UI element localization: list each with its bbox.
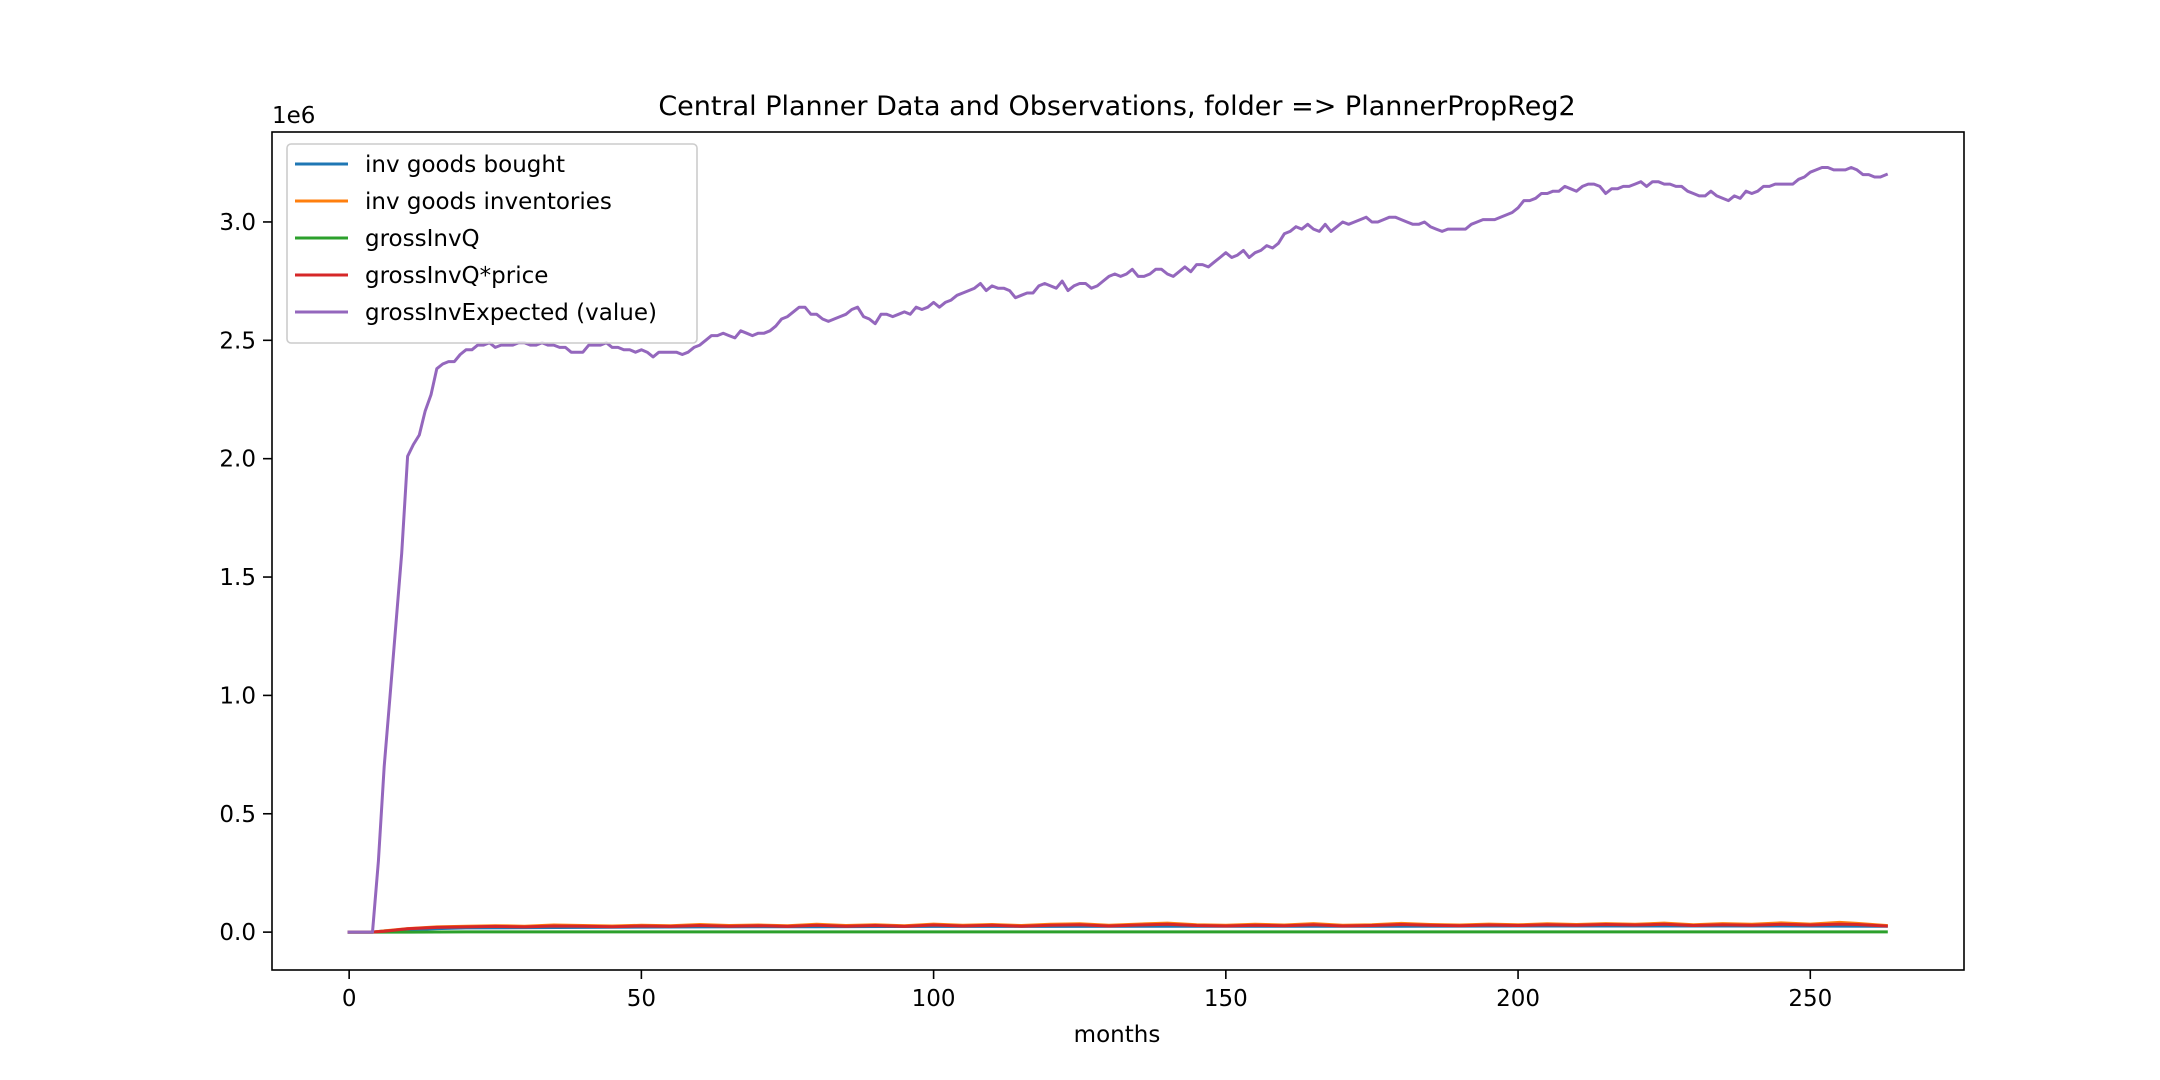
y-tick-label: 2.5 <box>219 328 256 354</box>
y-axis-offset-label: 1e6 <box>272 103 315 129</box>
y-tick-label: 1.0 <box>219 683 256 709</box>
series-layer <box>347 166 1889 934</box>
legend: inv goods bought inv goods inventories gro… <box>286 143 698 344</box>
plot-area-frame <box>271 131 1965 971</box>
x-tick-label: 250 <box>1788 986 1832 1012</box>
y-tick-label: 3.0 <box>219 210 256 236</box>
x-tick-label: 0 <box>342 986 357 1012</box>
series-line-4 <box>347 166 1889 934</box>
legend-entry-label: grossInvQ*price <box>365 263 548 289</box>
legend-box <box>286 143 698 344</box>
y-tick-label: 1.5 <box>219 565 256 591</box>
series-line-3 <box>347 922 1888 934</box>
x-axis: 0 50 100 150 200 250 <box>342 970 1832 1012</box>
legend-entry-label: grossInvExpected (value) <box>365 300 657 326</box>
x-tick-label: 50 <box>627 986 656 1012</box>
y-axis: 0.0 0.5 1.0 1.5 2.0 2.5 3.0 <box>219 210 272 946</box>
legend-entry-label: grossInvQ <box>365 226 480 252</box>
x-tick-label: 150 <box>1204 986 1248 1012</box>
y-tick-label: 2.0 <box>219 447 256 473</box>
y-tick-label: 0.0 <box>219 920 256 946</box>
x-axis-label: months <box>1074 1022 1161 1048</box>
legend-entry-label: inv goods bought <box>365 152 565 178</box>
x-tick-label: 200 <box>1496 986 1540 1012</box>
y-tick-label: 0.5 <box>219 802 256 828</box>
chart-title: Central Planner Data and Observations, f… <box>658 91 1575 122</box>
x-tick-label: 100 <box>912 986 956 1012</box>
legend-entry-label: inv goods inventories <box>365 189 612 215</box>
